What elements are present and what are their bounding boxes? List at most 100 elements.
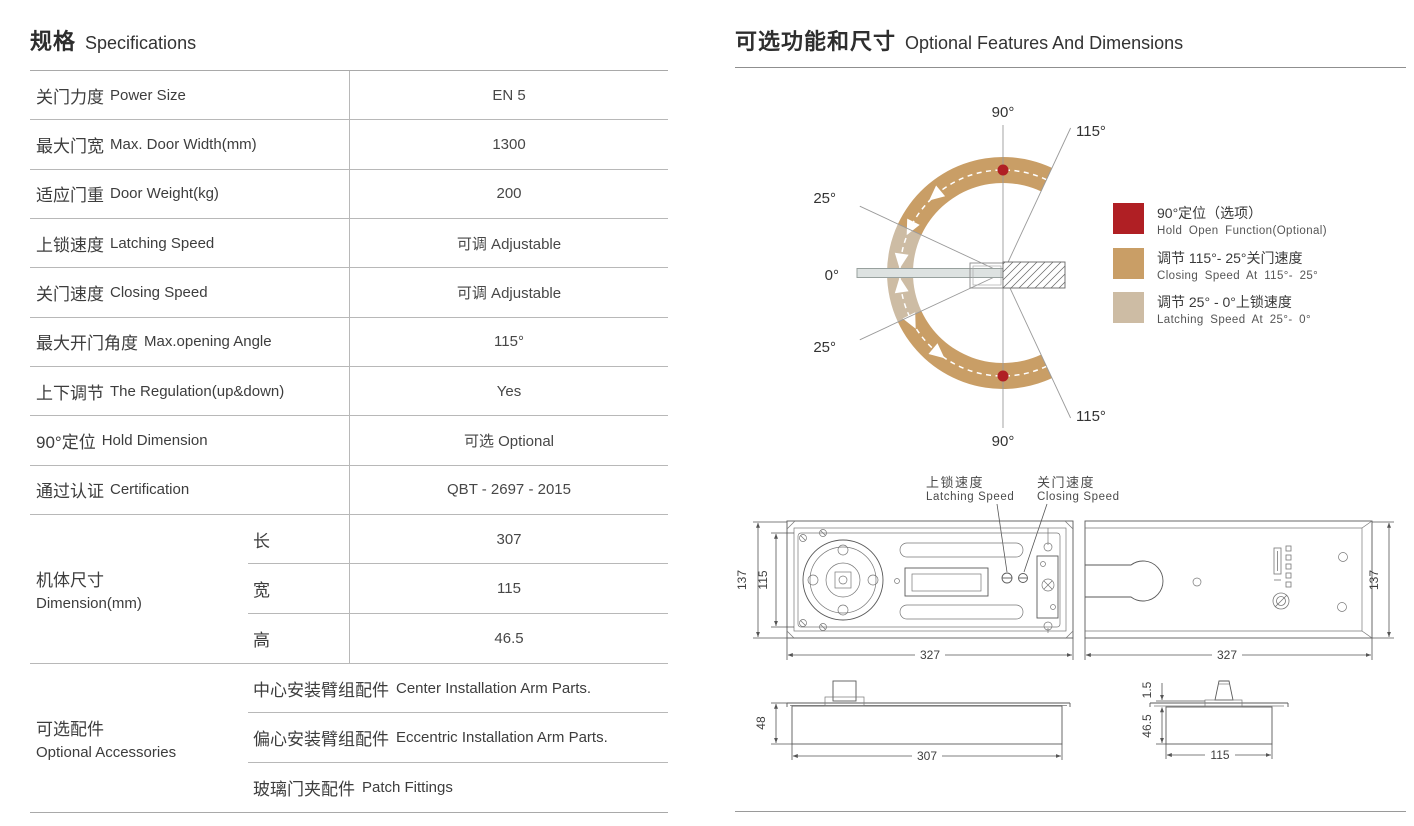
technical-drawings: 上锁速度 Latching Speed 关门速度 Closing Speed: [735, 475, 1394, 763]
spec-title-zh: 规格: [30, 29, 77, 54]
row-label-zh: 最大开门角度: [36, 334, 138, 354]
legend-hold-zh: 90°定位（选项）: [1157, 205, 1263, 221]
title-divider: [735, 67, 1406, 68]
row-value: 200: [496, 185, 522, 203]
angle-label-90-bottom: 90°: [992, 433, 1015, 450]
accessory-zh: 偏心安装臂组配件: [253, 729, 389, 749]
dim-body-inner-height: 115: [756, 570, 770, 589]
accessory-zh: 玻璃门夹配件: [253, 779, 355, 799]
corner-screws: [799, 529, 827, 631]
dim-side-width: 307: [917, 749, 937, 763]
latching-speed-callout-zh: 上锁速度: [926, 475, 984, 490]
row-value: 可选 Optional: [463, 432, 555, 450]
dim-side-height: 48: [754, 716, 768, 730]
table-row: 适应门重 Door Weight(kg) 200: [30, 169, 668, 219]
dimension-label-en: Dimension(mm): [36, 594, 142, 612]
adjustment-labels: 上锁速度 Latching Speed 关门速度 Closing Speed: [926, 475, 1119, 573]
body-side-dimensions: 48 307: [754, 702, 1063, 763]
row-label-zh: 上下调节: [36, 383, 104, 403]
row-label-zh: 90°定位: [36, 432, 96, 452]
brand-mark: [1272, 545, 1292, 610]
accessories-label-zh: 可选配件: [36, 719, 104, 739]
legend-item-hold-open: 90°定位（选项） Hold Open Function(Optional): [1113, 203, 1327, 237]
valve-block: [1036, 528, 1059, 633]
accessories-label-en: Optional Accessories: [36, 743, 177, 761]
hold-open-dots: [997, 164, 1009, 382]
dim-cover-width: 327: [1217, 648, 1237, 662]
row-label-zh: 最大门宽: [36, 136, 104, 156]
dimension-label-zh: 机体尺寸: [36, 570, 104, 590]
row-label: 最大门宽 Max. Door Width(mm): [30, 120, 350, 169]
row-label-en: Door Weight(kg): [110, 185, 219, 203]
accessory-en: Eccentric Installation Arm Parts.: [396, 728, 608, 746]
door-frame-hatch: [1002, 261, 1066, 289]
dimension-value: 307: [496, 530, 522, 548]
angle-labels: 90° 115° 25° 0° 25° 115° 90°: [813, 104, 1106, 450]
dimension-sub-label: 长: [248, 514, 350, 564]
row-label-en: Hold Dimension: [101, 431, 208, 449]
dim-cover-height: 137: [1367, 570, 1381, 590]
row-label: 最大开门角度 Max.opening Angle: [30, 317, 350, 366]
optional-title-en: Optional Features And Dimensions: [905, 33, 1184, 53]
row-label-en: Latching Speed: [110, 234, 215, 252]
row-value: 可调 Adjustable: [456, 235, 562, 253]
legend-item-closing-speed: 调节 115°- 25°关门速度 Closing Speed At 115°- …: [1113, 248, 1318, 282]
speed-adjustment-screws: [1001, 572, 1028, 584]
angle-label-90-top: 90°: [992, 104, 1015, 121]
row-label-en: The Regulation(up&down): [110, 382, 285, 400]
dim-end-height: 46.5: [1140, 714, 1154, 738]
dimension-value: 46.5: [494, 629, 524, 647]
optional-title-zh: 可选功能和尺寸: [735, 29, 897, 54]
cam-mechanism: [802, 539, 884, 621]
table-row: 最大开门角度 Max.opening Angle 115°: [30, 317, 668, 367]
table-row: 关门速度 Closing Speed 可调 Adjustable: [30, 268, 668, 318]
bottom-divider: [735, 811, 1406, 812]
body-top-dimensions: 137 115 327: [735, 521, 1074, 662]
latching-speed-callout-en: Latching Speed: [926, 491, 1014, 503]
legend-item-latching-speed: 调节 25° - 0°上锁速度 Latching Speed At 25°- 0…: [1113, 292, 1311, 326]
accessory-zh: 中心安装臂组配件: [253, 680, 389, 700]
row-value: 115°: [494, 333, 524, 351]
accessory-item: 偏心安装臂组配件 Eccentric Installation Arm Parts…: [248, 713, 668, 761]
row-label: 上锁速度 Latching Speed: [30, 218, 350, 268]
ring-direction-arrows: [894, 185, 946, 359]
row-label: 适应门重 Door Weight(kg): [30, 169, 350, 218]
legend-swatch-latching: [1113, 292, 1144, 323]
row-label-zh: 关门力度: [36, 87, 104, 107]
row-value: QBT - 2697 - 2015: [447, 481, 571, 499]
accessory-row: 玻璃门夹配件 Patch Fittings: [248, 763, 668, 812]
legend-swatch-hold: [1113, 203, 1144, 234]
row-label-zh: 适应门重: [36, 186, 104, 206]
angle-label-115-bottom: 115°: [1076, 408, 1106, 425]
body-end-view: 1.5 46.5 115: [1140, 680, 1289, 762]
dimension-group: 机体尺寸 Dimension(mm) 长 307 宽 115 高 46.5: [30, 514, 668, 664]
spec-title-en: Specifications: [85, 33, 197, 53]
spec-title: 规格 Specifications: [30, 24, 196, 56]
center-slot: [894, 567, 989, 597]
accessories-group-label: 可选配件 Optional Accessories: [30, 664, 248, 812]
dim-body-width: 327: [920, 648, 940, 662]
row-label: 关门力度 Power Size: [30, 71, 350, 120]
row-value: EN 5: [492, 86, 526, 104]
body-side-view: 48 307: [754, 680, 1071, 763]
cover-plate-top-view: 137 327: [1084, 520, 1394, 662]
row-label: 通过认证 Certification: [30, 465, 350, 514]
body-end-dimensions: 1.5 46.5 115: [1140, 681, 1273, 762]
dim-end-plate: 1.5: [1140, 681, 1154, 698]
table-row: 关门力度 Power Size EN 5: [30, 71, 668, 121]
table-row: 通过认证 Certification QBT - 2697 - 2015: [30, 465, 668, 515]
dimension-row: 长 307: [248, 514, 668, 565]
angle-label-115-top: 115°: [1076, 123, 1106, 140]
row-label-zh: 上锁速度: [36, 235, 104, 255]
row-value: 可调 Adjustable: [456, 284, 562, 302]
dimension-sub-label: 宽: [248, 564, 350, 613]
accessory-item: 中心安装臂组配件 Center Installation Arm Parts.: [248, 664, 668, 712]
optional-title: 可选功能和尺寸 Optional Features And Dimensions: [735, 24, 1183, 56]
table-row: 最大门宽 Max. Door Width(mm) 1300: [30, 120, 668, 170]
legend-closing-en: Closing Speed At 115°- 25°: [1157, 270, 1319, 282]
angle-label-25-bottom: 25°: [813, 339, 836, 356]
table-row: 上下调节 The Regulation(up&down) Yes: [30, 366, 668, 417]
legend-latching-zh: 调节 25° - 0°上锁速度: [1157, 294, 1292, 310]
accessory-en: Patch Fittings: [362, 778, 453, 796]
